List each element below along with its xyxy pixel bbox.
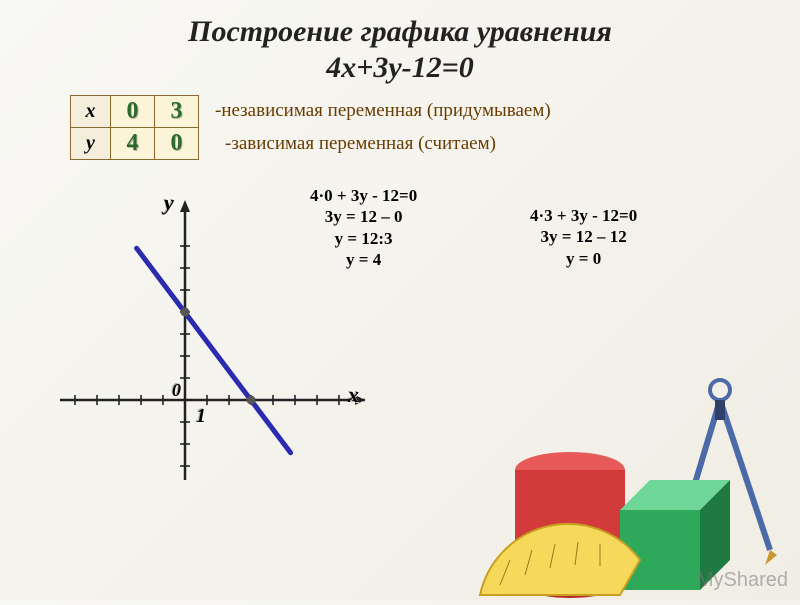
title-line2: 4х+3у-12=0 [326,51,474,84]
row-y-val-1: 0 [155,128,199,160]
table-row: у 4 0 [71,128,199,160]
note-dependent: -зависимая переменная (считаем) [225,133,496,155]
row-x-val-1: 3 [155,96,199,128]
row-x-val-0: 0 [111,96,155,128]
deco-svg [470,360,800,600]
one-label: 1 [196,405,206,428]
row-y-header: у [71,128,111,160]
graph-svg [60,190,370,510]
calc2-l3: у = 0 [530,248,637,269]
decorative-shapes [470,360,800,600]
table-row: х 0 3 [71,96,199,128]
calc2-l1: 4·3 + 3у - 12=0 [530,205,637,226]
value-table: х 0 3 у 4 0 [70,95,199,160]
x-axis-label: х [348,382,359,408]
watermark-text: MyShared [697,569,788,592]
calc-block-2: 4·3 + 3у - 12=0 3у = 12 – 12 у = 0 [530,205,637,269]
note-independent: -независимая переменная (придумываем) [215,100,551,122]
y-axis-label: у [164,190,174,216]
origin-label: 0 [172,380,181,401]
coordinate-graph: у х 0 1 [60,190,370,510]
title-line1: Построение графика уравнения [188,15,612,48]
slide-title: Построение графика уравнения 4х+3у-12=0 [0,0,800,86]
calc2-l2: 3у = 12 – 12 [530,226,637,247]
row-x-header: х [71,96,111,128]
row-y-val-0: 4 [111,128,155,160]
